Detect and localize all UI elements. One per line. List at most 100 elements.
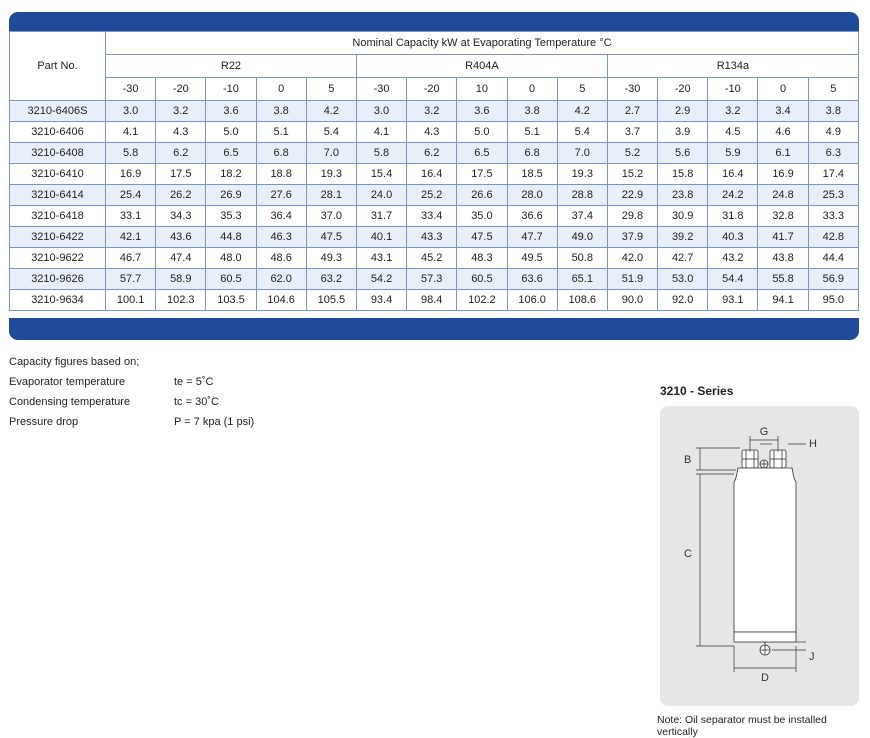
capacity-cell: 5.2 xyxy=(606,142,659,164)
capacity-cell: 4.1 xyxy=(104,121,157,143)
capacity-cell: 46.7 xyxy=(104,247,157,269)
capacity-cell: 102.2 xyxy=(456,289,508,311)
temperature-header: 10 xyxy=(456,77,508,101)
capacity-cell: 93.1 xyxy=(707,289,759,311)
dim-label-d: D xyxy=(761,672,769,684)
capacity-cell: 19.3 xyxy=(305,163,357,185)
refrigerant-header: R134a xyxy=(606,54,860,78)
temperature-header: 0 xyxy=(506,77,558,101)
capacity-cell: 3.6 xyxy=(456,100,508,122)
capacity-notes: Capacity figures based on; Evaporator te… xyxy=(9,352,254,432)
capacity-cell: 4.9 xyxy=(807,121,860,143)
part-number-cell: 3210-6406 xyxy=(9,121,106,143)
temperature-header: -30 xyxy=(606,77,659,101)
capacity-cell: 18.2 xyxy=(205,163,257,185)
capacity-cell: 16.9 xyxy=(757,163,809,185)
capacity-cell: 37.9 xyxy=(606,226,659,248)
table-row: 3210-9634 100.1 102.3 103.5 104.6 105.5 93.4 98… xyxy=(9,289,860,311)
capacity-table: Part No. Nominal Capacity kW at Evaporati… xyxy=(9,31,860,311)
temperature-header: -30 xyxy=(104,77,157,101)
capacity-cell: 6.2 xyxy=(406,142,458,164)
part-no-header: Part No. xyxy=(9,31,106,101)
capacity-cell: 108.6 xyxy=(556,289,608,311)
table-row: 3210-9622 46.7 47.4 48.0 48.6 49.3 43.1 45.2 48.… xyxy=(9,247,860,269)
note-label: Evaporator temperature xyxy=(9,376,126,388)
capacity-cell: 47.5 xyxy=(305,226,357,248)
temperature-header: -10 xyxy=(707,77,759,101)
table-row: 3210-6406 4.1 4.3 5.0 5.1 5.4 4.1 4.3 5.0 5.1 5.4 3… xyxy=(9,121,860,143)
capacity-cell: 57.3 xyxy=(406,268,458,290)
capacity-cell: 63.2 xyxy=(305,268,357,290)
capacity-cell: 42.8 xyxy=(807,226,860,248)
note-row-evaporator: Evaporator temperature te = 5˚C xyxy=(9,372,254,392)
dim-label-j: J xyxy=(809,651,815,663)
capacity-cell: 5.4 xyxy=(305,121,357,143)
capacity-cell: 27.6 xyxy=(255,184,307,206)
capacity-cell: 40.1 xyxy=(355,226,408,248)
capacity-cell: 98.4 xyxy=(406,289,458,311)
capacity-cell: 5.1 xyxy=(255,121,307,143)
part-number-cell: 3210-9626 xyxy=(9,268,106,290)
capacity-cell: 15.2 xyxy=(606,163,659,185)
capacity-cell: 60.5 xyxy=(456,268,508,290)
part-number-cell: 3210-6418 xyxy=(9,205,106,227)
capacity-cell: 56.9 xyxy=(807,268,860,290)
capacity-cell: 17.5 xyxy=(155,163,207,185)
capacity-cell: 31.8 xyxy=(707,205,759,227)
capacity-cell: 3.0 xyxy=(104,100,157,122)
capacity-cell: 48.0 xyxy=(205,247,257,269)
capacity-cell: 32.8 xyxy=(757,205,809,227)
refrigerant-header-row: R22 R404A R134a xyxy=(10,54,860,78)
capacity-cell: 47.7 xyxy=(506,226,558,248)
note-value: P = 7 kpa (1 psi) xyxy=(174,416,255,428)
separator-body xyxy=(733,467,797,656)
note-value: tc = 30˚C xyxy=(174,396,219,408)
capacity-cell: 60.5 xyxy=(205,268,257,290)
capacity-cell: 23.8 xyxy=(657,184,709,206)
capacity-cell: 58.9 xyxy=(155,268,207,290)
oil-separator-dimension-drawing: G H B C D J xyxy=(684,426,817,684)
capacity-cell: 50.8 xyxy=(556,247,608,269)
capacity-cell: 100.1 xyxy=(104,289,157,311)
capacity-cell: 3.9 xyxy=(657,121,709,143)
capacity-cell: 103.5 xyxy=(205,289,257,311)
capacity-cell: 26.6 xyxy=(456,184,508,206)
capacity-cell: 35.0 xyxy=(456,205,508,227)
capacity-cell: 42.1 xyxy=(104,226,157,248)
capacity-cell: 39.2 xyxy=(657,226,709,248)
capacity-cell: 15.8 xyxy=(657,163,709,185)
capacity-cell: 47.4 xyxy=(155,247,207,269)
table-row: 3210-6406S 3.0 3.2 3.6 3.8 4.2 3.0 3.2 3.6 3.8 4.2… xyxy=(9,100,860,122)
capacity-cell: 41.7 xyxy=(757,226,809,248)
capacity-cell: 28.0 xyxy=(506,184,558,206)
capacity-cell: 90.0 xyxy=(606,289,659,311)
capacity-cell: 54.4 xyxy=(707,268,759,290)
capacity-cell: 36.4 xyxy=(255,205,307,227)
capacity-cell: 3.8 xyxy=(807,100,860,122)
refrigerant-header: R22 xyxy=(105,54,357,78)
capacity-cell: 3.0 xyxy=(355,100,408,122)
capacity-cell: 33.4 xyxy=(406,205,458,227)
part-number-cell: 3210-6408 xyxy=(9,142,106,164)
capacity-table-container: Part No. Nominal Capacity kW at Evaporati… xyxy=(9,31,860,318)
temperature-header: 5 xyxy=(807,77,860,101)
capacity-cell: 48.6 xyxy=(255,247,307,269)
capacity-cell: 5.8 xyxy=(104,142,157,164)
capacity-cell: 62.0 xyxy=(255,268,307,290)
capacity-cell: 4.5 xyxy=(707,121,759,143)
refrigerant-header: R404A xyxy=(355,54,608,78)
note-label: Pressure drop xyxy=(9,416,79,428)
capacity-cell: 6.5 xyxy=(205,142,257,164)
part-number-cell: 3210-6422 xyxy=(9,226,106,248)
capacity-cell: 16.4 xyxy=(707,163,759,185)
capacity-cell: 93.4 xyxy=(355,289,408,311)
capacity-cell: 5.8 xyxy=(355,142,408,164)
capacity-cell: 16.9 xyxy=(104,163,157,185)
capacity-cell: 16.4 xyxy=(406,163,458,185)
capacity-cell: 15.4 xyxy=(355,163,408,185)
capacity-cell: 29.8 xyxy=(606,205,659,227)
capacity-cell: 3.7 xyxy=(606,121,659,143)
capacity-cell: 49.0 xyxy=(556,226,608,248)
capacity-cell: 5.1 xyxy=(506,121,558,143)
capacity-cell: 26.2 xyxy=(155,184,207,206)
